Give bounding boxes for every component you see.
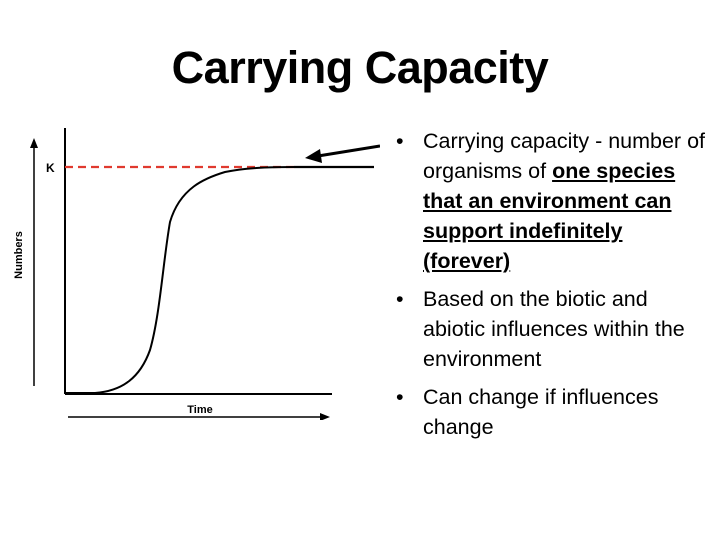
bullet-intro-text: Carrying capacity - number of organisms …: [423, 129, 705, 183]
bullet-emphasis-text: one species that an environment can supp…: [423, 159, 676, 273]
logistic-curve: [66, 166, 297, 394]
bullet-dot: •: [396, 385, 404, 409]
bullet-list: • Carrying capacity - number of organism…: [392, 126, 714, 450]
slide-title: Carrying Capacity: [171, 42, 549, 93]
y-axis-label: Numbers: [13, 231, 25, 279]
logistic-growth-graph: Numbers Time K: [13, 128, 380, 420]
x-axis-label: Time: [187, 404, 212, 416]
pointer-arrowhead: [305, 149, 322, 163]
bullet-biotic-abiotic: • Based on the biotic and abiotic influe…: [392, 284, 714, 374]
bullet-text: Can change if influences change: [423, 385, 659, 439]
time-arrowhead: [320, 413, 330, 420]
bullet-carrying-capacity: • Carrying capacity - number of organism…: [392, 126, 714, 276]
bullet-dot: •: [396, 129, 404, 153]
numbers-arrowhead: [30, 138, 38, 148]
bullet-text: Based on the biotic and abiotic influenc…: [423, 287, 685, 371]
pointer-arrow: [317, 144, 380, 158]
k-label: K: [46, 161, 55, 175]
bullet-can-change: • Can change if influences change: [392, 382, 714, 442]
bullet-dot: •: [396, 287, 404, 311]
